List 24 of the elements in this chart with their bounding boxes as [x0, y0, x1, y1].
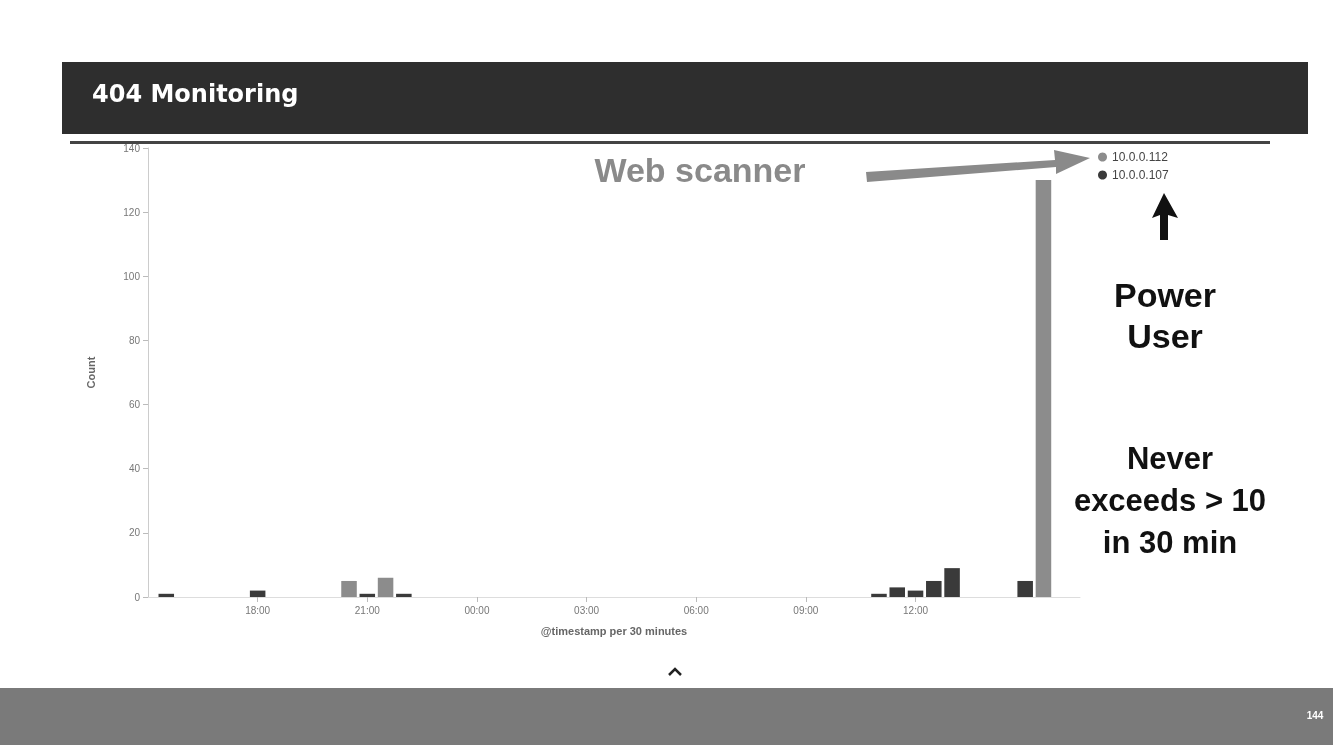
y-tick-label: 40	[128, 463, 141, 475]
x-tick-label: 12:00	[903, 604, 929, 616]
x-tick-label: 06:00	[683, 604, 710, 616]
text: 144	[1305, 710, 1325, 722]
y-tick-label: 140	[123, 142, 141, 154]
y-tick-label: 0	[134, 591, 141, 603]
chart-title: 404 Monitoring	[92, 80, 299, 108]
x-tick-label: 03:00	[574, 604, 600, 616]
y-tick-label: 100	[123, 270, 141, 282]
y-tick-label: 120	[123, 206, 141, 218]
annotation: Never exceeds > 10 in 30 min	[1072, 440, 1268, 562]
legend-label: 10.0.0.107	[1112, 168, 1170, 182]
y-axis-title: Count	[84, 356, 97, 389]
y-tick-label: 80	[128, 334, 141, 346]
y-tick-label: 60	[128, 399, 141, 411]
x-tick-label: 09:00	[793, 604, 819, 616]
x-tick-label: 21:00	[354, 604, 381, 616]
x-tick-label: 18:00	[245, 604, 271, 616]
x-axis-title: @timestamp per 30 minutes	[540, 624, 688, 637]
legend-label: 10.0.0.112	[1112, 150, 1169, 164]
y-tick-label: 20	[128, 527, 141, 539]
text: Power User	[1112, 275, 1217, 357]
annotation: Web scanner	[593, 150, 807, 191]
x-tick-label: 00:00	[464, 604, 490, 616]
